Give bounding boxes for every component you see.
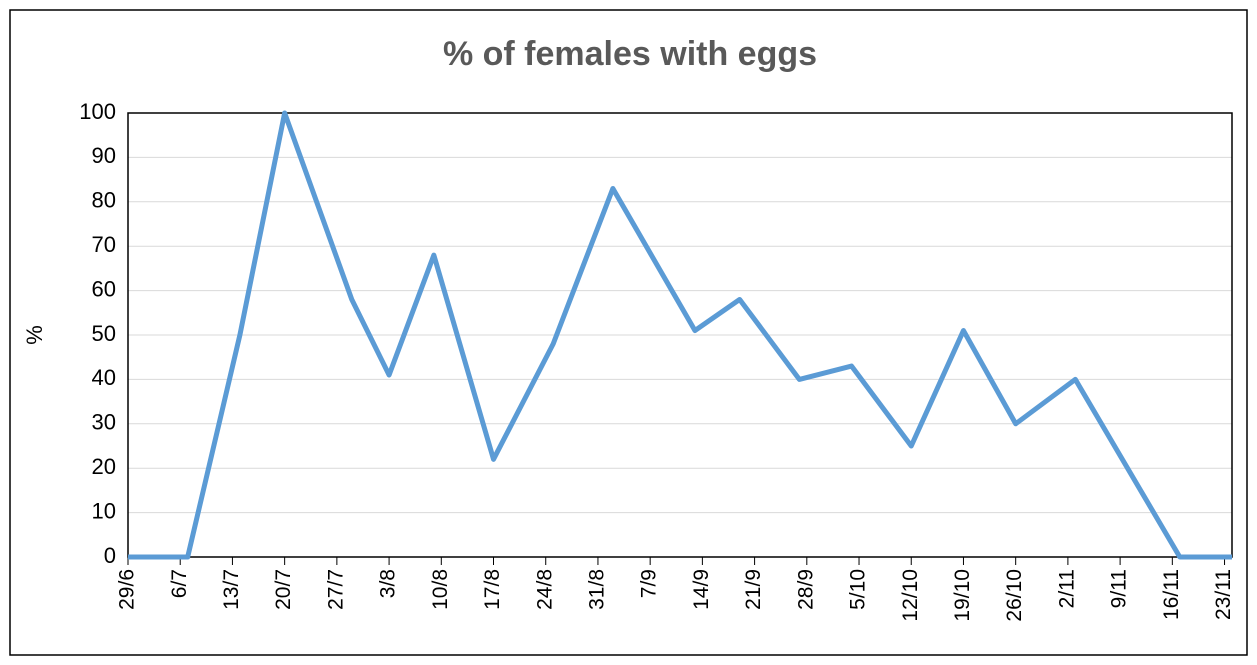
x-tick-label: 27/7 (324, 569, 347, 610)
x-tick-label: 21/9 (742, 569, 765, 610)
x-tick-label: 19/10 (951, 569, 974, 622)
plot-frame (127, 112, 1233, 558)
x-tick-label: 6/7 (168, 569, 191, 598)
x-tick-label: 26/10 (1003, 569, 1026, 622)
y-tick-label: 40 (92, 365, 116, 390)
y-tick-label: 60 (92, 276, 116, 301)
data-line (128, 110, 1232, 560)
x-tick-label: 7/9 (638, 569, 661, 598)
y-tick-label: 70 (92, 232, 116, 257)
y-tick-label: 100 (79, 99, 116, 124)
y-tick-label: 30 (92, 410, 116, 435)
y-tick-label: 90 (92, 143, 116, 168)
x-tick-label: 10/8 (429, 569, 452, 610)
x-tick-label: 23/11 (1212, 569, 1235, 620)
x-tick-label: 14/9 (690, 569, 713, 610)
x-tick-label: 16/11 (1160, 569, 1183, 620)
x-tick-label: 29/6 (116, 569, 139, 610)
x-tick-label: 31/8 (585, 569, 608, 610)
x-tick-label: 3/8 (377, 569, 400, 598)
y-tick-label: 20 (92, 454, 116, 479)
x-tick-label: 28/9 (794, 569, 817, 610)
x-tick-label: 2/11 (1055, 569, 1078, 608)
y-tick-label: 0 (104, 543, 116, 568)
y-axis-label: % (22, 325, 47, 345)
x-tick-label: 5/10 (847, 569, 870, 610)
y-tick-label: 80 (92, 188, 116, 213)
x-tick-label: 20/7 (272, 569, 295, 610)
chart-title: % of females with eggs (443, 35, 817, 73)
x-tick-label: 24/8 (533, 569, 556, 610)
chart-frame (9, 9, 1248, 656)
x-tick-label: 12/10 (899, 569, 922, 622)
y-tick-label: 50 (92, 321, 116, 346)
x-tick-label: 9/11 (1108, 569, 1131, 608)
y-tick-label: 10 (92, 498, 116, 523)
x-tick-label: 17/8 (481, 569, 504, 610)
x-tick-label: 13/7 (220, 569, 243, 610)
